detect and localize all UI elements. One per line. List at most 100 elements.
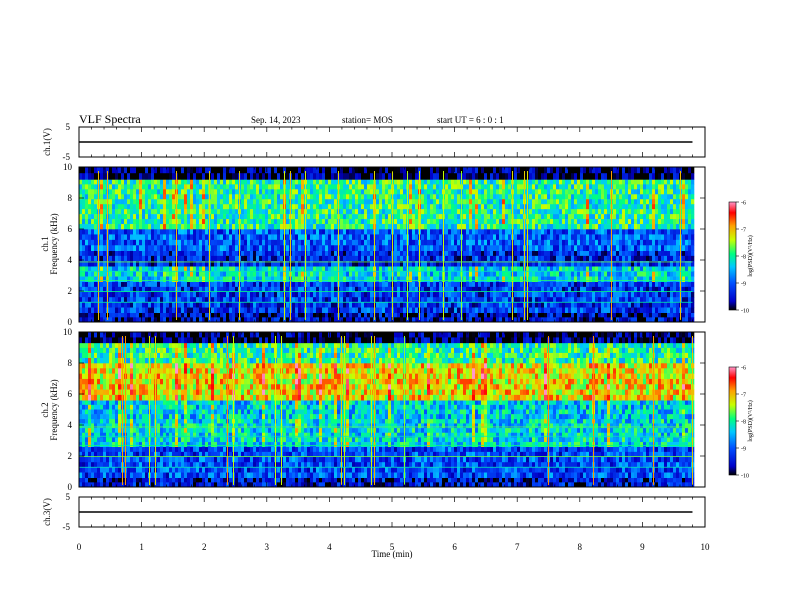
spectrogram-cell xyxy=(397,224,401,230)
spectrogram-cell xyxy=(211,173,215,180)
spectrogram-cell xyxy=(241,302,245,308)
spectrogram-cell xyxy=(313,184,317,190)
spectrogram-cell xyxy=(298,317,302,323)
spectrogram-cell xyxy=(562,209,566,215)
spectrogram-cell xyxy=(88,312,92,318)
spectrogram-cell xyxy=(169,224,173,230)
spectrogram-cell xyxy=(226,312,230,318)
spectrogram-cell xyxy=(325,209,329,215)
spectrogram-cell xyxy=(487,234,491,241)
spectrogram-cell xyxy=(430,292,434,298)
spectrogram-cell xyxy=(397,292,401,298)
spectrogram-cell xyxy=(547,245,551,251)
spectrogram-cell xyxy=(346,189,350,195)
spectrogram-cell xyxy=(400,204,404,210)
spectrogram-cell xyxy=(343,302,347,308)
spectrogram-cell xyxy=(325,297,329,303)
spectrogram-cell xyxy=(160,286,164,293)
spectrogram-cell xyxy=(256,307,260,313)
spectrogram-cell xyxy=(502,179,506,185)
spectrogram-cell xyxy=(127,209,131,215)
spectrogram-cell xyxy=(205,239,209,246)
spectrogram-cell xyxy=(268,245,272,251)
spectrogram-cell xyxy=(223,239,227,246)
spectrogram-cell xyxy=(349,292,353,298)
spectrogram-cell xyxy=(550,255,554,262)
spectrogram-cell xyxy=(145,179,149,185)
spectrogram-cell xyxy=(115,194,119,200)
spectrogram-cell xyxy=(262,204,266,210)
spectrogram-cell xyxy=(100,297,104,303)
spectrogram-cell xyxy=(112,224,116,230)
spectrogram-cell xyxy=(217,297,221,303)
spectrogram-cell xyxy=(358,286,362,293)
spectrogram-cell xyxy=(256,219,260,225)
spectrogram-cell xyxy=(154,271,158,277)
spectrogram-cell xyxy=(277,312,281,318)
spectrogram-cell xyxy=(415,281,419,288)
spectrogram-cell xyxy=(109,239,113,246)
spectrogram-cell xyxy=(550,239,554,246)
spectrogram-cell xyxy=(277,266,281,272)
spectrogram-cell xyxy=(154,255,158,262)
spectrogram-cell xyxy=(340,245,344,251)
spectrogram-cell xyxy=(463,266,467,272)
spectrogram-cell xyxy=(370,239,374,246)
spectrogram-cell xyxy=(253,239,257,246)
spectrogram-cell xyxy=(448,239,452,246)
spectrogram-cell xyxy=(268,224,272,230)
spectrogram-cell xyxy=(91,239,95,246)
spectrogram-cell xyxy=(247,266,251,272)
spectrogram-cell xyxy=(475,234,479,241)
spectrogram-cell xyxy=(361,276,365,282)
spectrogram-cell xyxy=(85,250,89,257)
spectrogram-cell xyxy=(235,219,239,225)
spectrogram-cell xyxy=(346,312,350,318)
spectrogram-cell xyxy=(520,229,524,235)
spectrogram-cell xyxy=(184,173,188,180)
spectrogram-cell xyxy=(475,179,479,185)
spectrogram-cell xyxy=(532,204,536,210)
spectrogram-cell xyxy=(187,297,191,303)
spectrogram-cell xyxy=(346,281,350,288)
spectrogram-cell xyxy=(364,219,368,225)
spectrogram-cell xyxy=(103,219,107,225)
spectrogram-cell xyxy=(451,184,455,190)
spectrogram-cell xyxy=(424,179,428,185)
spectrogram-cell xyxy=(316,173,320,180)
spectrogram-cell xyxy=(400,281,404,288)
spectrogram-cell xyxy=(256,312,260,318)
spectrogram-cell xyxy=(472,255,476,262)
spectrogram-cell xyxy=(544,204,548,210)
spectrogram-cell xyxy=(199,271,203,277)
spectrogram-cell xyxy=(520,281,524,288)
spectrogram-cell xyxy=(250,184,254,190)
spectrogram-cell xyxy=(346,224,350,230)
spectrogram-cell xyxy=(340,214,344,220)
spectrogram-cell xyxy=(502,266,506,272)
spectrogram-cell xyxy=(241,179,245,185)
spectrogram-cell xyxy=(184,302,188,308)
spectrogram-cell xyxy=(499,255,503,262)
spectrogram-cell xyxy=(292,250,296,257)
spectrogram-cell xyxy=(166,209,170,215)
spectrogram-cell xyxy=(88,167,92,174)
spectrogram-cell xyxy=(223,292,227,298)
spectrogram-cell xyxy=(517,261,521,267)
spectrogram-cell xyxy=(145,250,149,257)
spectrogram-cell xyxy=(430,271,434,277)
spectrogram-cell xyxy=(94,184,98,190)
spectrogram-cell xyxy=(484,250,488,257)
spectrogram-cell xyxy=(376,255,380,262)
spectrogram-cell xyxy=(487,224,491,230)
spectrogram-cell xyxy=(388,179,392,185)
spectrogram-cell xyxy=(376,239,380,246)
spectrogram-cell xyxy=(484,276,488,282)
spectrogram-cell xyxy=(412,281,416,288)
spectrogram-cell xyxy=(397,266,401,272)
spectrogram-cell xyxy=(469,239,473,246)
spectrogram-cell xyxy=(358,229,362,235)
spectrogram-cell xyxy=(505,286,509,293)
spectrogram-cell xyxy=(256,173,260,180)
spectrogram-cell xyxy=(211,199,215,205)
